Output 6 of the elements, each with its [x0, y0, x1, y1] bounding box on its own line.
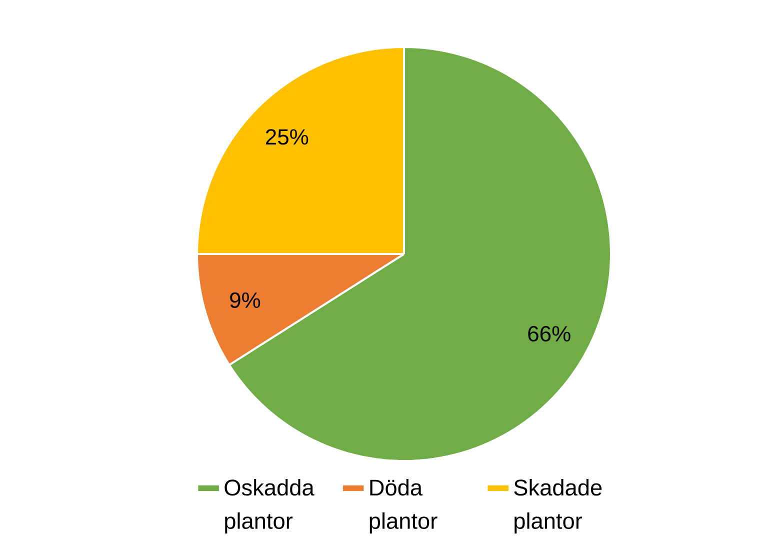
data-label: 25%: [266, 129, 308, 145]
data-label: 9%: [230, 292, 260, 308]
legend-label: Skadade plantor: [514, 479, 602, 534]
legend-label: Döda plantor: [370, 479, 438, 534]
data-label: 66%: [528, 326, 570, 342]
legend-label: Oskadda plantor: [224, 479, 314, 534]
